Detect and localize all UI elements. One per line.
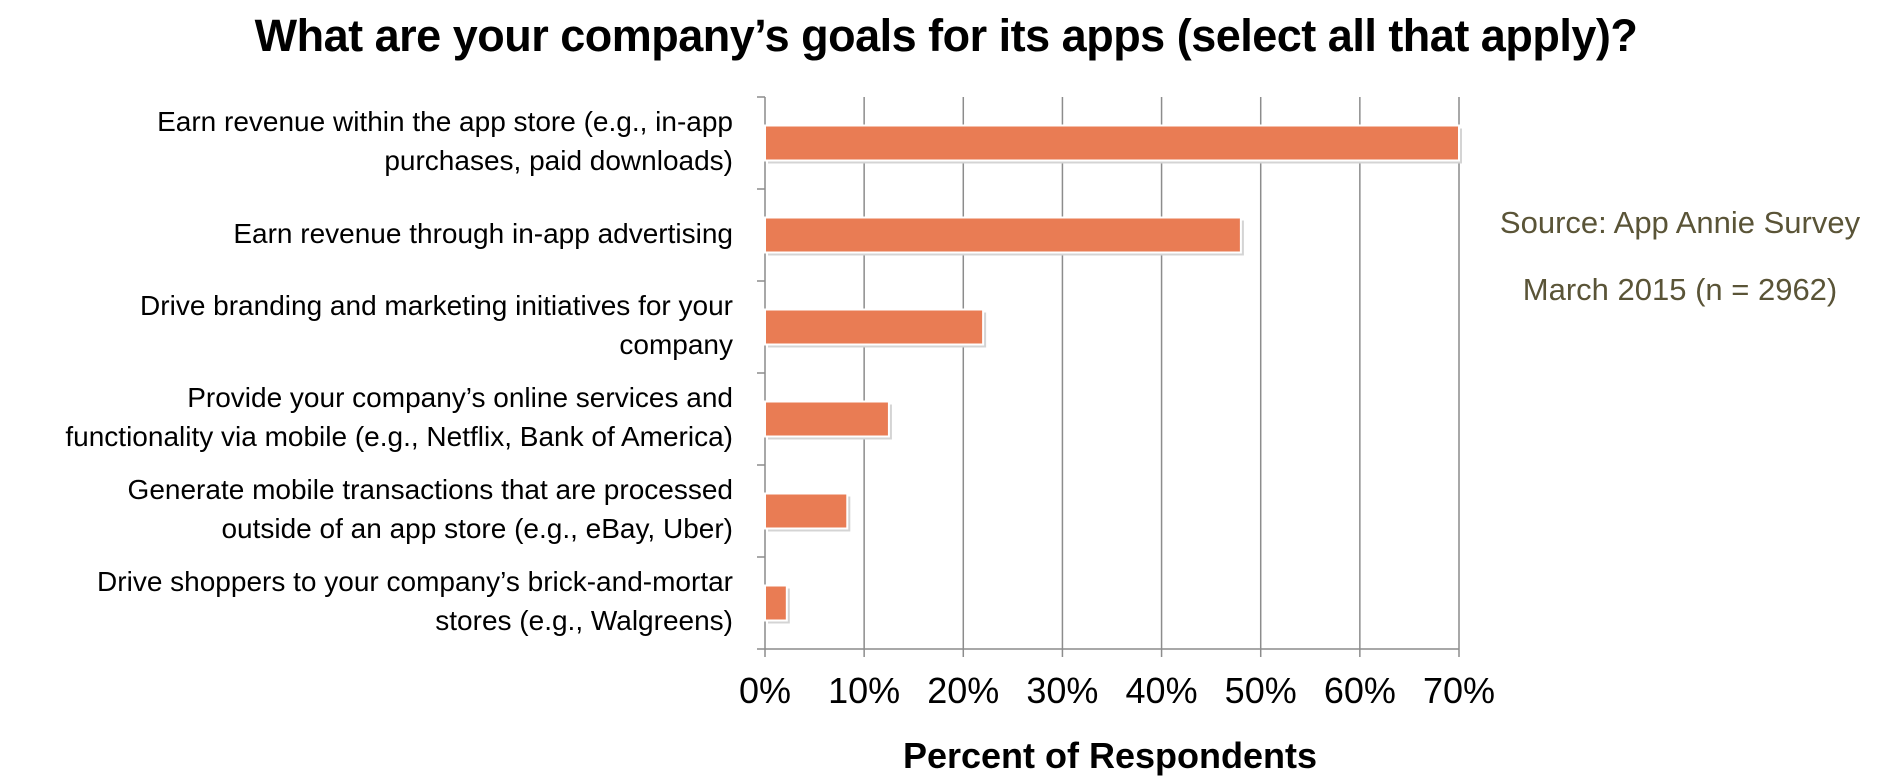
x-tick-label: 10% [828,670,900,711]
x-tick-label: 70% [1423,670,1495,711]
bar [764,584,788,622]
source-annotation-line-1: Source: App Annie Survey [1499,205,1861,240]
chart-title: What are your company’s goals for its ap… [254,10,1638,61]
bar [764,216,1242,254]
category-label: Provide your company’s online services a… [65,382,733,452]
bar [764,492,849,530]
bar [764,400,890,438]
category-label: Drive shoppers to your company’s brick-a… [97,566,733,636]
x-tick-label: 60% [1324,670,1396,711]
bar [764,124,1460,162]
x-tick-label: 40% [1126,670,1198,711]
category-label: Earn revenue within the app store (e.g.,… [157,106,733,176]
source-annotation-line-2: March 2015 (n = 2962) [1522,272,1838,307]
x-tick-label: 50% [1225,670,1297,711]
x-tick-label: 0% [739,670,791,711]
x-tick-label: 30% [1026,670,1098,711]
x-axis-label: Percent of Respondents [902,735,1318,776]
bar [764,308,985,346]
x-tick-label: 20% [927,670,999,711]
category-label: Drive branding and marketing initiatives… [140,290,733,360]
category-label: Generate mobile transactions that are pr… [127,474,733,544]
category-label: Earn revenue through in-app advertising [233,217,733,249]
